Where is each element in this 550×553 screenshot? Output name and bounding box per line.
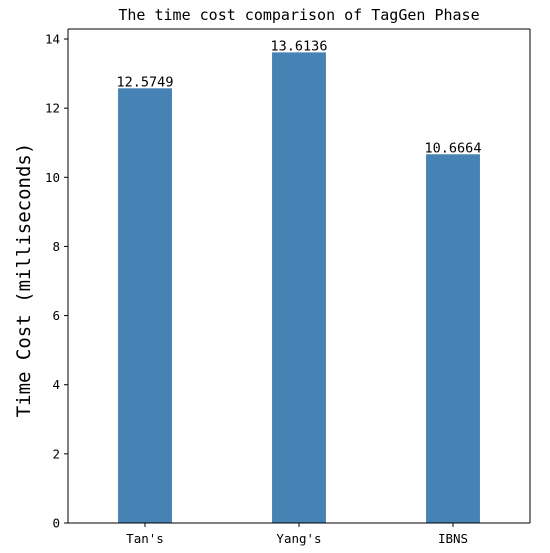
data-label-0: 12.5749 — [117, 74, 174, 90]
y-tick-label-2: 4 — [52, 377, 60, 392]
chart-title: The time cost comparison of TagGen Phase — [118, 6, 479, 24]
y-tick-label-4: 8 — [52, 239, 60, 254]
y-tick-label-1: 2 — [52, 446, 60, 461]
x-tick-label-0: Tan's — [126, 531, 164, 546]
bar-0 — [118, 88, 172, 523]
data-label-2: 10.6664 — [425, 140, 482, 156]
y-tick-label-6: 12 — [45, 101, 60, 116]
bar-2 — [426, 154, 480, 523]
bar-1 — [272, 52, 326, 523]
y-tick-label-5: 10 — [45, 170, 60, 185]
y-tick-label-0: 0 — [52, 516, 60, 531]
plot-area: 12.5749 13.6136 10.6664 0 2 4 6 8 10 12 14 Tan's Yan… — [45, 28, 531, 546]
y-tick-label-3: 6 — [52, 308, 60, 323]
data-label-1: 13.6136 — [271, 38, 328, 54]
y-tick-label-7: 14 — [45, 32, 60, 47]
x-tick-label-2: IBNS — [438, 531, 468, 546]
x-tick-label-1: Yang's — [276, 531, 321, 546]
y-axis-label: Time Cost (milliseconds) — [13, 143, 35, 418]
